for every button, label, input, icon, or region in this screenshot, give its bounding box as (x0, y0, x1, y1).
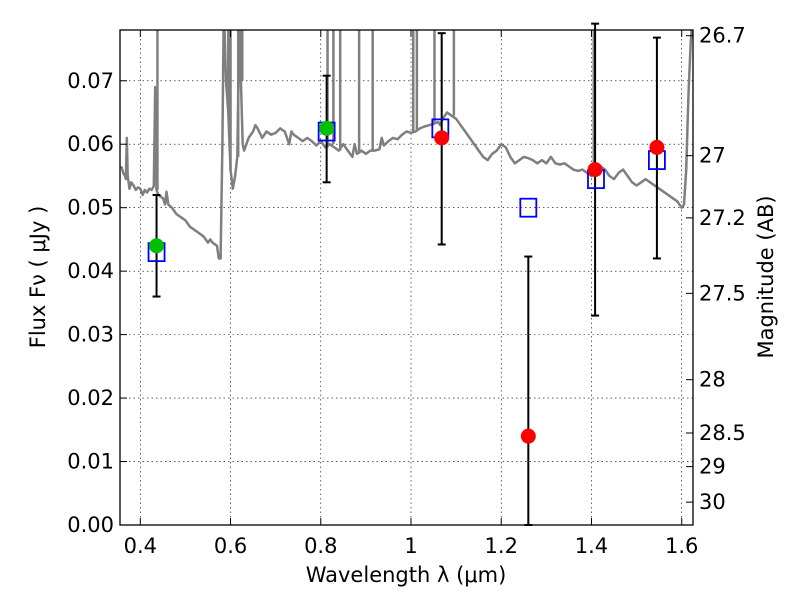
y-tick-label: 0.03 (67, 323, 114, 347)
model-flux-marker (519, 197, 538, 218)
magnitude-tick-label: 28.5 (699, 421, 746, 445)
x-tick-label: 1.6 (665, 534, 698, 558)
magnitude-tick-label: 27.5 (699, 281, 746, 305)
x-tick-label: 0.4 (124, 534, 157, 558)
template-spectrum-group (120, 30, 693, 260)
x-tick-label: 0.8 (304, 534, 337, 558)
x-axis-ticks: 0.4 0.6 0.8 1 1.2 1.4 1.6 (124, 30, 698, 558)
measurement-point (649, 139, 665, 155)
measurement-point (434, 130, 450, 146)
y-tick-label: 0.06 (67, 132, 114, 156)
x-tick-label: 1.2 (485, 534, 518, 558)
measurement-point (587, 162, 603, 178)
y-axis-ticks: 0.00 0.01 0.02 0.03 0.04 0.05 0.06 0.07 (67, 69, 127, 537)
x-tick-label: 1.4 (575, 534, 608, 558)
x-tick-label: 1 (404, 534, 417, 558)
detection-point (319, 120, 335, 136)
x-axis-title: Wavelength λ (μm) (306, 563, 507, 587)
detection-point (149, 238, 165, 254)
plot-frame (119, 29, 694, 526)
x-tick-label: 0.6 (214, 534, 247, 558)
flux-measurements (149, 120, 665, 444)
magnitude-tick-label: 30 (699, 490, 726, 514)
magnitude-tick-label: 27.2 (699, 206, 746, 230)
plot-background (120, 30, 693, 525)
magnitude-tick-label: 26.7 (699, 24, 746, 48)
magnitude-axis-title: Magnitude (AB) (754, 195, 778, 358)
magnitude-axis-ticks: 26.7 27 27.2 27.5 28 28.5 29 30 (686, 24, 746, 514)
y-tick-label: 0.05 (67, 196, 114, 220)
y-axis-title: Flux Fν ( μJy ) (26, 206, 50, 349)
y-tick-label: 0.02 (67, 386, 114, 410)
magnitude-tick-label: 29 (699, 455, 726, 479)
y-tick-label: 0.07 (67, 69, 114, 93)
y-tick-label: 0.00 (67, 513, 114, 537)
y-tick-label: 0.01 (67, 450, 114, 474)
y-tick-label: 0.04 (67, 259, 114, 283)
measurement-point (520, 428, 536, 444)
magnitude-tick-label: 27 (699, 144, 726, 168)
magnitude-tick-label: 28 (699, 368, 726, 392)
